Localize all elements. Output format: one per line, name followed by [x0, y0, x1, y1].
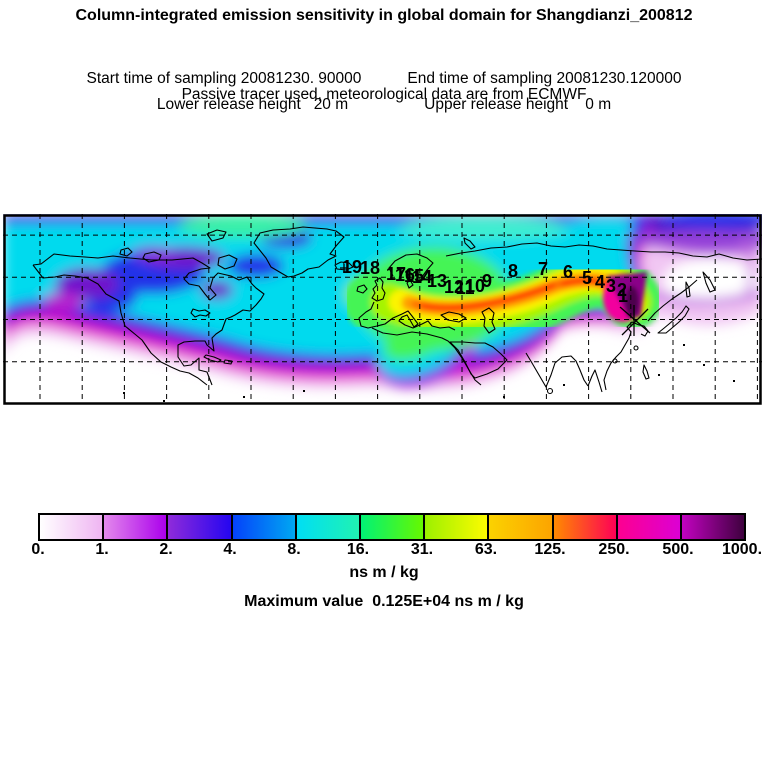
- colorbar-ticks: 0. 1. 2. 4. 8. 16. 31. 63. 125. 250. 500. 1000.: [31, 541, 762, 561]
- trajectory-hour-label: 6: [563, 262, 573, 282]
- trajectory-hour-label: 8: [508, 261, 518, 281]
- tracer-note-line: Passive tracer used, meteorological data…: [181, 86, 587, 103]
- trajectory-hour-label: 3: [606, 276, 616, 296]
- colorbar-segment: [551, 515, 616, 539]
- colorbar-tick-label: 31.: [410, 541, 434, 558]
- trajectory-hour-label: 11: [455, 278, 474, 298]
- colorbar-tick-label: 2.: [159, 541, 173, 558]
- colorbar-segment: [615, 515, 680, 539]
- sampling-time-line: Start time of sampling 20081230. 90000 E…: [0, 34, 768, 124]
- trajectory-hour-label: 15: [404, 266, 424, 286]
- island-dots: [123, 344, 735, 402]
- trajectory-hour-label: 14: [412, 267, 432, 287]
- colorbar-tick-label: 4.: [223, 541, 237, 558]
- colorbar-tick-label: 8.: [287, 541, 301, 558]
- upper-release-text: Upper release height 0 m: [424, 96, 612, 113]
- colorbar-segment: [40, 515, 103, 539]
- receptor-marker: [619, 305, 651, 336]
- colorbar-units-label: ns m / kg: [349, 564, 419, 581]
- colorbar-tick-label: 1000.: [721, 541, 763, 558]
- colorbar-tick-label: 63.: [474, 541, 498, 558]
- world-map: 19 18 17 16 15 14 13 12 11 10 9 8 7 6 5 4 3 2 1: [3, 214, 762, 406]
- max-value-label: Maximum value 0.125E+04 ns m / kg: [244, 593, 524, 610]
- trajectory-hour-label: 5: [582, 268, 592, 288]
- colorbar-tick-label: 125.: [534, 541, 566, 558]
- coastlines: [32, 226, 762, 395]
- trajectory-hour-label: 9: [482, 271, 492, 291]
- trajectory-hour-label: 10: [465, 276, 485, 296]
- trajectory-hour-label: 7: [538, 259, 548, 279]
- colorbar-tick-label: 250.: [598, 541, 630, 558]
- colorbar: [38, 513, 746, 541]
- trajectory-hour-label: 12: [444, 277, 464, 297]
- colorbar-segment: [294, 515, 359, 539]
- colorbar-segment: [166, 515, 231, 539]
- trajectory-hour-label: 18: [360, 258, 380, 278]
- colorbar-tick-label: 0.: [31, 541, 45, 558]
- plot-title: Column-integrated emission sensitivity i…: [75, 7, 693, 24]
- trajectory-hour-label: 16: [395, 265, 415, 285]
- colorbar-segment: [487, 515, 552, 539]
- trajectory-hour-label: 1: [618, 286, 628, 306]
- colorbar-segment: [230, 515, 295, 539]
- colorbar-segment: [679, 515, 745, 539]
- lower-release-text: Lower release height 20 m: [156, 96, 349, 113]
- trajectory-hour-label: 2: [617, 280, 627, 300]
- map-border: [3, 214, 762, 405]
- colorbar-segment: [423, 515, 488, 539]
- trajectory-hour-label: 13: [427, 271, 447, 291]
- trajectory-hour-label: 19: [342, 257, 362, 277]
- colorbar-segment: [102, 515, 167, 539]
- trajectory-hour-label: 4: [595, 272, 605, 292]
- colorbar-tick-label: 1.: [95, 541, 109, 558]
- sampling-start-text: Start time of sampling 20081230. 90000: [86, 70, 362, 87]
- release-height-line: Lower release height 20 m Upper release …: [0, 60, 768, 150]
- colorbar-tick-label: 500.: [662, 541, 694, 558]
- colorbar-tick-label: 16.: [346, 541, 370, 558]
- sampling-end-text: End time of sampling 20081230.120000: [407, 70, 682, 87]
- colorbar-segment: [358, 515, 424, 539]
- trajectory-cross: [340, 264, 348, 272]
- grid-lines: [3, 214, 762, 404]
- trajectory-hour-label: 17: [386, 264, 406, 284]
